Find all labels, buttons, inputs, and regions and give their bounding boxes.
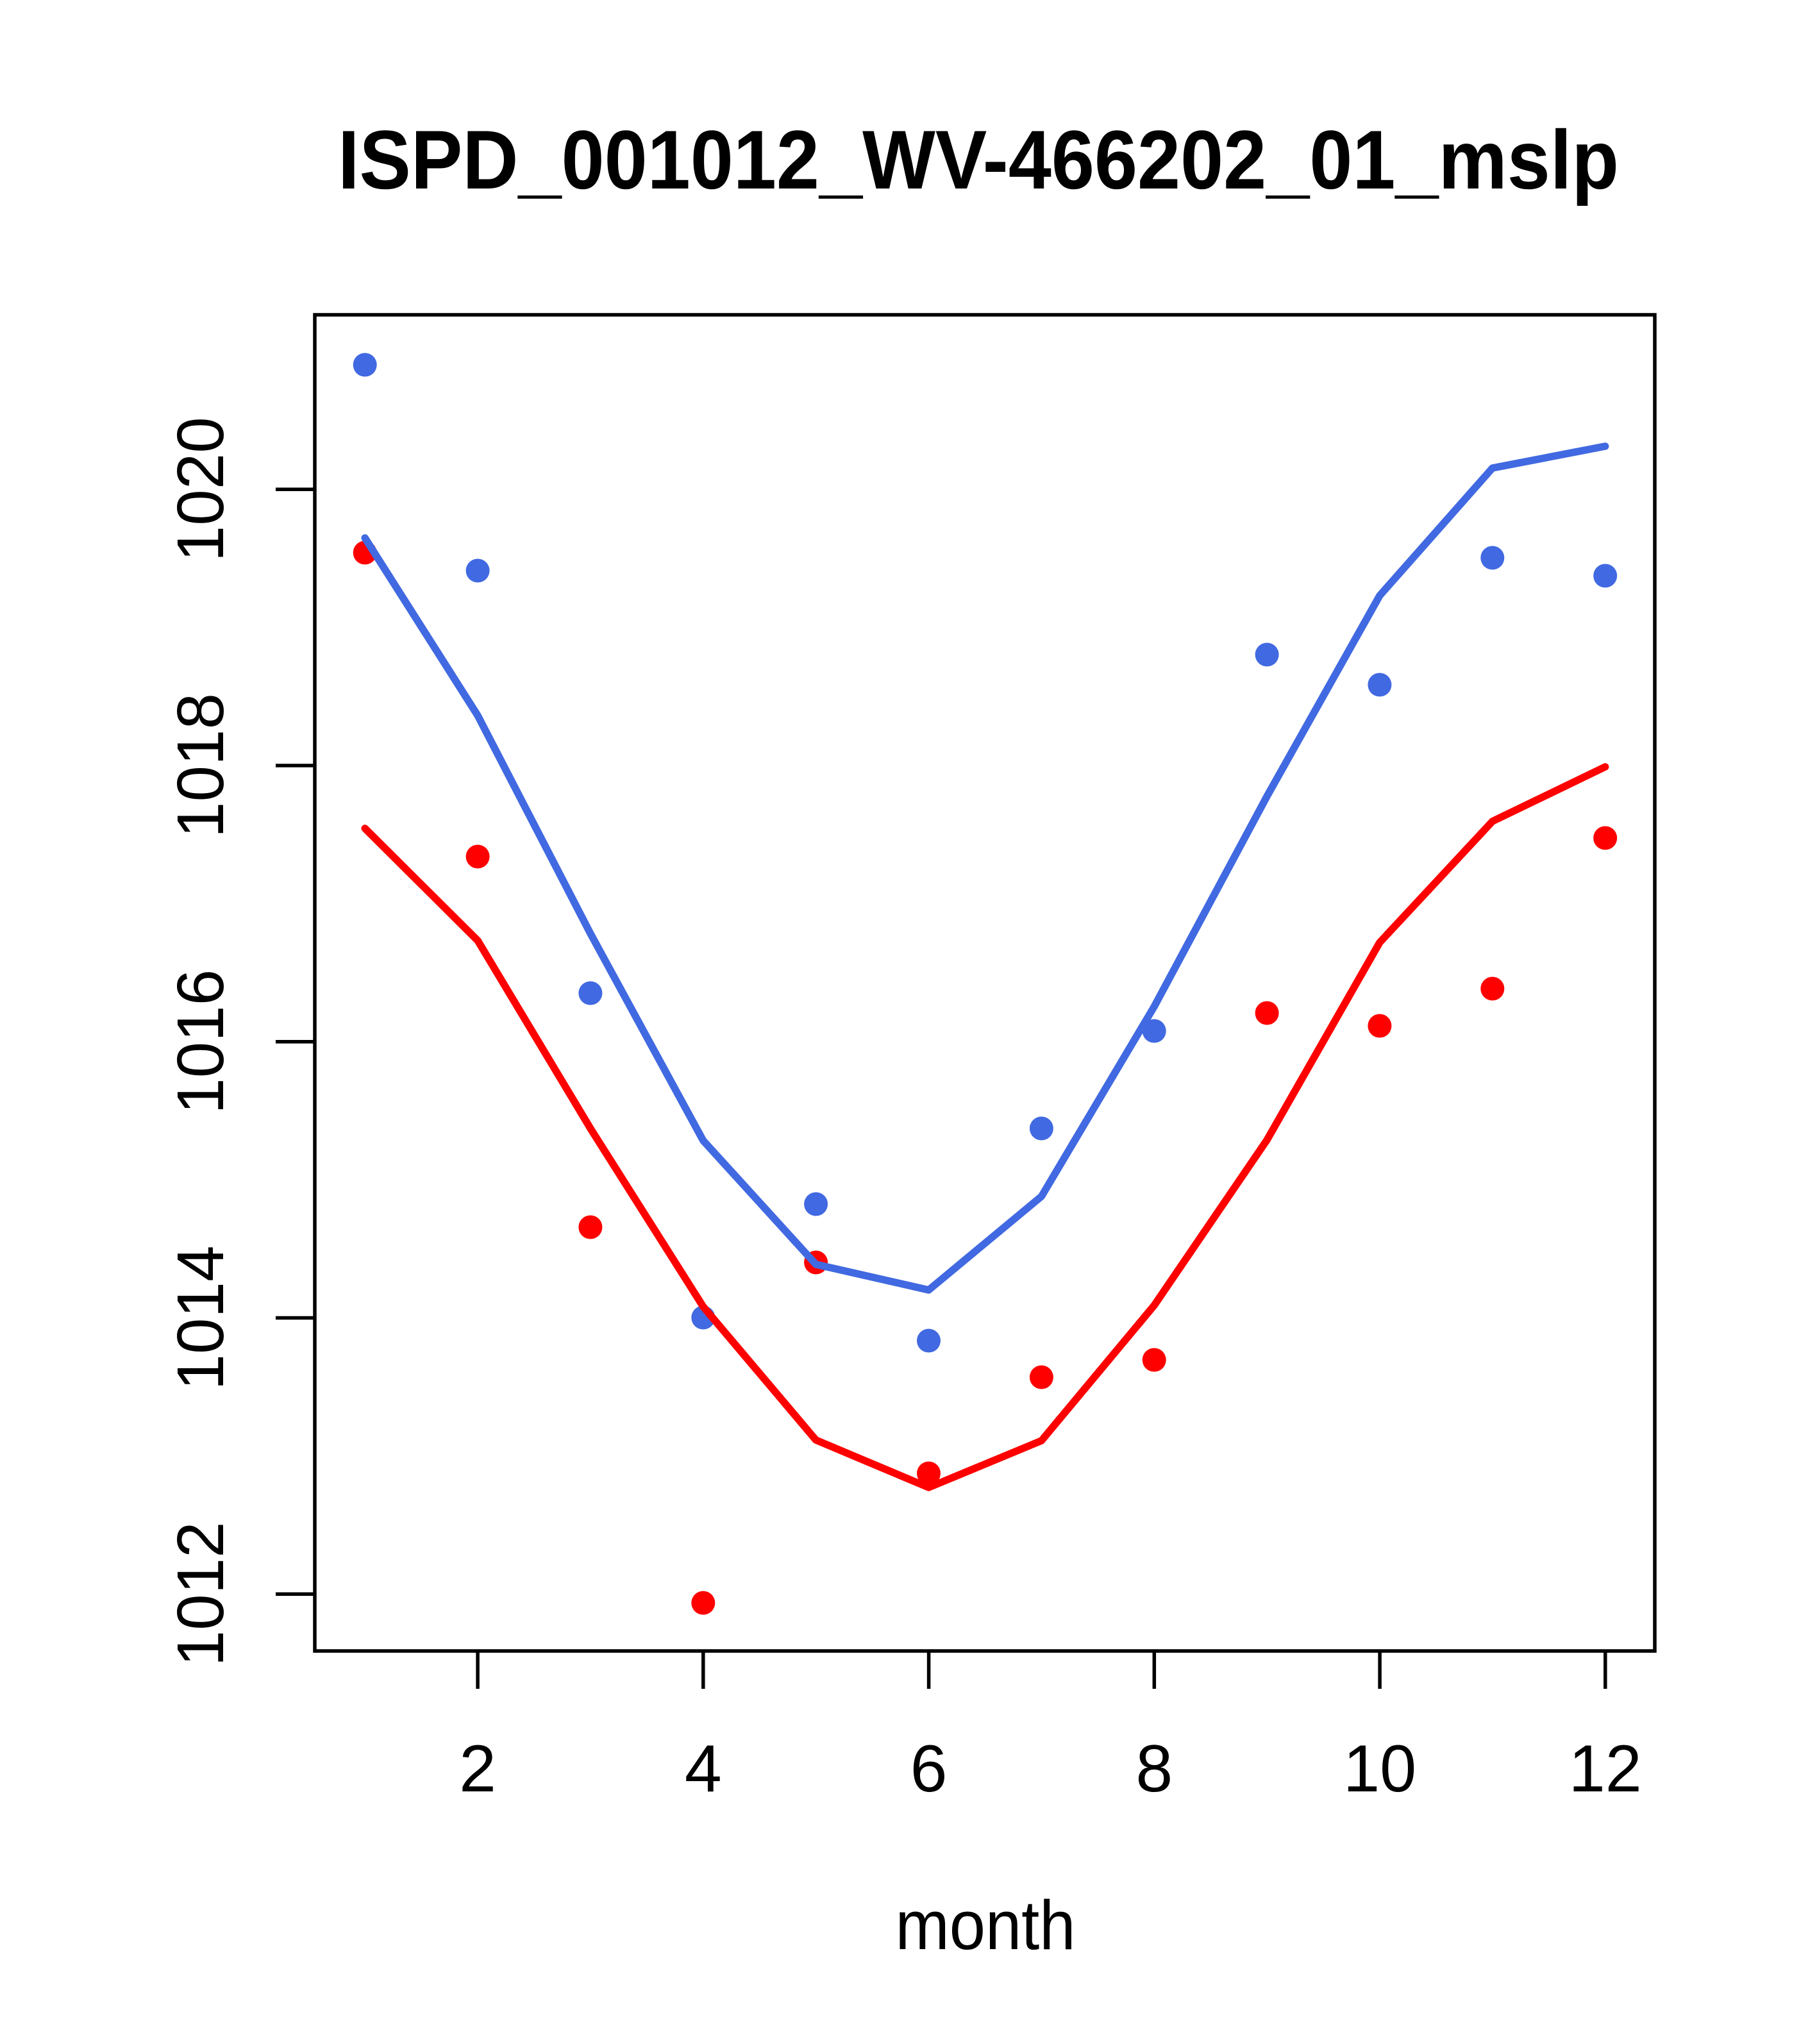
svg-text:4: 4: [685, 1732, 722, 1806]
svg-text:1020: 1020: [163, 417, 237, 562]
svg-text:6: 6: [910, 1732, 948, 1806]
svg-text:1016: 1016: [163, 969, 237, 1114]
svg-text:2: 2: [459, 1732, 496, 1806]
svg-text:12: 12: [1569, 1732, 1642, 1806]
svg-text:10: 10: [1343, 1732, 1416, 1806]
svg-text:1012: 1012: [163, 1521, 237, 1666]
svg-text:8: 8: [1135, 1732, 1173, 1806]
svg-text:1014: 1014: [163, 1246, 237, 1391]
svg-text:month: month: [896, 1886, 1076, 1964]
svg-text:ISPD_001012_WV-466202_01_mslp: ISPD_001012_WV-466202_01_mslp: [338, 113, 1619, 206]
svg-text:1018: 1018: [163, 693, 237, 838]
